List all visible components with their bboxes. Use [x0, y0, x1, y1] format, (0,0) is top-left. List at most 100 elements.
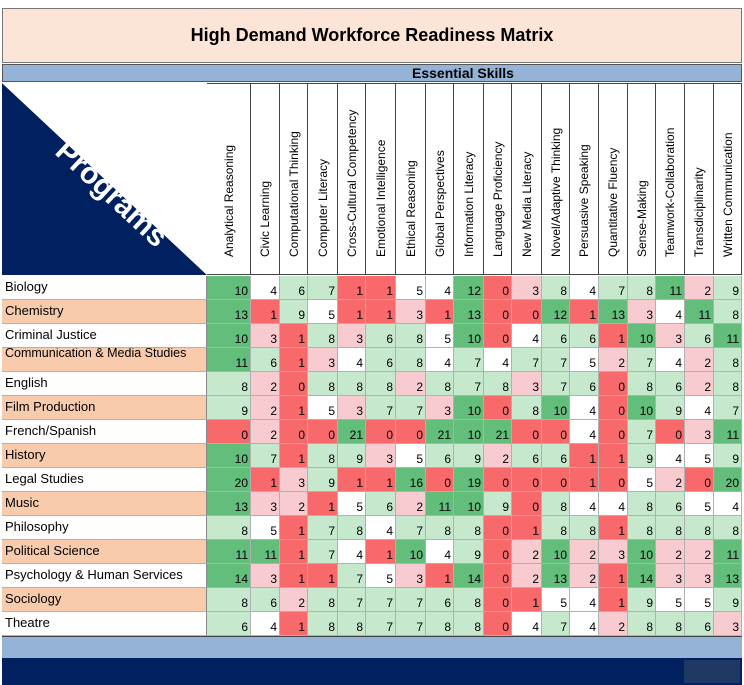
- heatmap-cell: 1: [366, 540, 396, 564]
- heatmap-cell: 8: [338, 612, 366, 636]
- heatmap-cell: 1: [599, 516, 628, 540]
- heatmap-cell: 4: [366, 516, 396, 540]
- column-header-language-proficiency: Language Proficiency: [484, 83, 512, 275]
- heatmap-cell: 1: [280, 612, 308, 636]
- heatmap-cell: 4: [570, 396, 599, 420]
- footer-band: [2, 636, 742, 658]
- heatmap-cell: 6: [512, 444, 542, 468]
- heatmap-cell: 10: [454, 396, 484, 420]
- heatmap-cell: 0: [484, 324, 512, 348]
- heatmap-cell: 2: [599, 348, 628, 372]
- heatmap-cell: 7: [396, 588, 426, 612]
- heatmap-cell: 21: [426, 420, 454, 444]
- heatmap-cell: 1: [280, 348, 308, 372]
- heatmap-cell: 0: [280, 420, 308, 444]
- heatmap-cell: 5: [396, 276, 426, 300]
- heatmap-cell: 10: [454, 492, 484, 516]
- heatmap-cell: 11: [207, 540, 251, 564]
- column-header-label: Computer Literacy: [315, 158, 330, 257]
- heatmap-cell: 5: [685, 492, 714, 516]
- heatmap-cell: 8: [308, 324, 338, 348]
- heatmap-cell: 2: [570, 540, 599, 564]
- heatmap-cell: 2: [570, 564, 599, 588]
- heatmap-cell: 7: [599, 276, 628, 300]
- heatmap-cell: 0: [542, 420, 570, 444]
- heatmap-cell: 0: [512, 300, 542, 324]
- programs-corner: Programs: [2, 83, 207, 275]
- heatmap-cell: 1: [280, 516, 308, 540]
- heatmap-cell: 1: [251, 300, 280, 324]
- heatmap-cell: 4: [426, 540, 454, 564]
- heatmap-cell: 3: [338, 324, 366, 348]
- heatmap-cell: 6: [366, 324, 396, 348]
- heatmap-cell: 7: [396, 396, 426, 420]
- heatmap-cell: 10: [542, 396, 570, 420]
- heatmap-cell: 8: [628, 612, 656, 636]
- heatmap-cell: 4: [570, 612, 599, 636]
- heatmap-cell: 1: [426, 564, 454, 588]
- heatmap-cell: 6: [542, 444, 570, 468]
- heatmap-cell: 5: [396, 444, 426, 468]
- heatmap-cell: 4: [512, 324, 542, 348]
- heatmap-cell: 3: [280, 468, 308, 492]
- heatmap-cell: 0: [512, 420, 542, 444]
- heatmap-cell: 9: [484, 492, 512, 516]
- heatmap-cell: 6: [656, 372, 685, 396]
- heatmap-cell: 5: [656, 588, 685, 612]
- heatmap-cell: 9: [628, 444, 656, 468]
- heatmap-cell: 8: [308, 444, 338, 468]
- heatmap-cell: 4: [656, 300, 685, 324]
- heatmap-cell: 3: [251, 492, 280, 516]
- row-label-biology: Biology: [2, 276, 207, 300]
- heatmap-cell: 7: [628, 348, 656, 372]
- column-header-label: Computational Thinking: [286, 131, 301, 257]
- column-header-computational-thinking: Computational Thinking: [280, 83, 308, 275]
- row-label-french-spanish: French/Spanish: [2, 420, 207, 444]
- heatmap-cell: 9: [338, 444, 366, 468]
- heatmap-cell: 7: [542, 372, 570, 396]
- column-header-label: Civic Learning: [258, 180, 272, 257]
- scrollbar-thumb[interactable]: [684, 660, 740, 683]
- heatmap-cell: 16: [396, 468, 426, 492]
- heatmap-cell: 0: [484, 516, 512, 540]
- heatmap-cell: 3: [251, 564, 280, 588]
- heatmap-cell: 6: [570, 324, 599, 348]
- heatmap-cell: 0: [512, 468, 542, 492]
- heatmap-cell: 4: [656, 348, 685, 372]
- heatmap-cell: 1: [280, 396, 308, 420]
- heatmap-cell: 0: [685, 468, 714, 492]
- heatmap-cell: 8: [542, 516, 570, 540]
- heatmap-cell: 1: [512, 588, 542, 612]
- heatmap-cell: 19: [454, 468, 484, 492]
- heatmap-cell: 1: [280, 564, 308, 588]
- heatmap-cell: 11: [251, 540, 280, 564]
- heatmap-cell: 11: [685, 300, 714, 324]
- heatmap-cell: 6: [426, 588, 454, 612]
- heatmap-cell: 1: [280, 444, 308, 468]
- column-header-label: Teamwork-Collaboration: [663, 127, 677, 257]
- heatmap-cell: 7: [308, 276, 338, 300]
- heatmap-cell: 4: [656, 444, 685, 468]
- heatmap-cell: 0: [599, 396, 628, 420]
- heatmap-cell: 8: [396, 324, 426, 348]
- column-header-global-perspectives: Global Perspectives: [426, 83, 454, 275]
- row-label-chemistry: Chemistry: [2, 300, 207, 324]
- heatmap-cell: 1: [512, 516, 542, 540]
- footer-navy-band: [2, 658, 742, 685]
- heatmap-cell: 3: [685, 420, 714, 444]
- heatmap-cell: 1: [251, 468, 280, 492]
- heatmap-cell: 0: [396, 420, 426, 444]
- heatmap-cell: 20: [714, 468, 742, 492]
- heatmap-cell: 7: [396, 516, 426, 540]
- heatmap-cell: 2: [280, 588, 308, 612]
- heatmap-cell: 1: [338, 468, 366, 492]
- heatmap-cell: 2: [396, 372, 426, 396]
- column-header-label: New Media Literacy: [519, 151, 534, 257]
- heatmap-cell: 6: [426, 444, 454, 468]
- heatmap-cell: 1: [338, 300, 366, 324]
- heatmap-cell: 5: [308, 396, 338, 420]
- heatmap-cell: 10: [542, 540, 570, 564]
- heatmap-cell: 9: [714, 444, 742, 468]
- heatmap-cell: 7: [366, 612, 396, 636]
